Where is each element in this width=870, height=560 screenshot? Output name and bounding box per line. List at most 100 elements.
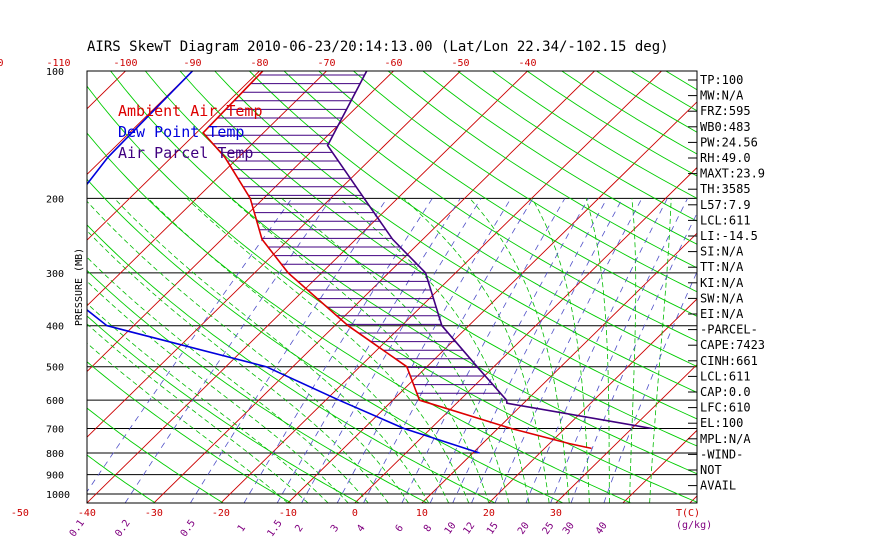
bottom-temp-tick-label: 0 — [352, 508, 358, 519]
bottom-temp-tick-label: 30 — [550, 508, 562, 519]
mixing-ratio-label: 30 — [561, 520, 577, 536]
mixing-ratio-label: 3 — [329, 523, 341, 534]
dry-adiabat-line — [144, 71, 697, 447]
index-item: LCL:611 — [700, 369, 751, 383]
moist-adiabat-line — [339, 197, 530, 503]
mixing-ratio-label: 0.1 — [68, 518, 87, 539]
legend: Ambient Air Temp Dew Point Temp Air Parcel… — [118, 102, 263, 162]
moist-adiabat-line — [186, 198, 470, 503]
grid-lines — [87, 71, 870, 503]
pressure-tick-label: 700 — [46, 425, 64, 436]
dry-adiabat-line — [249, 71, 697, 368]
index-item: EL:100 — [700, 416, 743, 430]
moist-adiabat-line — [87, 256, 369, 503]
moist-adiabat-line — [531, 198, 590, 503]
index-item: KI:N/A — [700, 276, 744, 290]
bottom-temp-tick-label: -30 — [145, 508, 163, 519]
y-axis-label: PRESSURE (MB) — [74, 248, 85, 326]
bottom-temp-tick-label: -40 — [78, 508, 96, 519]
moist-adiabat-line — [147, 198, 450, 503]
moist-adiabat-line — [281, 197, 510, 503]
dry-adiabat-line — [87, 224, 496, 503]
mixing-ratio-label: 1 — [236, 523, 248, 534]
sounding-curves — [87, 71, 653, 454]
index-item: PW:24.56 — [700, 135, 758, 149]
axes: 1002003004005006007008009001000PRESSURE … — [0, 58, 712, 539]
mixing-ratio-line — [550, 198, 688, 503]
index-item: TH:3585 — [700, 182, 751, 196]
legend-entry: Air Parcel Temp — [118, 144, 253, 162]
mixing-ratio-label: 2 — [293, 523, 305, 534]
dry-adiabat-line — [422, 71, 697, 245]
isotherm-line — [87, 71, 327, 307]
top-temp-tick-label: -40 — [518, 58, 536, 69]
mixing-ratio-line — [243, 198, 433, 503]
dry-adiabat-line — [110, 71, 697, 475]
bottom-temp-tick-label: 20 — [483, 508, 495, 519]
bottom-temp-tick-label: -20 — [212, 508, 230, 519]
isotherm-line — [555, 363, 697, 503]
mixing-ratio-label: 1.5 — [265, 518, 284, 539]
dry-adiabat-line — [387, 71, 697, 269]
bottom-temp-tick-label: -50 — [11, 508, 29, 519]
mixing-ratio-label: 0.5 — [179, 518, 198, 539]
mixing-ratio-line — [336, 198, 512, 503]
moist-adiabat-line — [87, 342, 289, 503]
cape-hatching — [205, 74, 501, 394]
moist-adiabat-line — [87, 280, 349, 503]
bottom-temp-tick-label: -10 — [279, 508, 297, 519]
moist-adiabat-line — [585, 198, 610, 503]
isotherm-line — [354, 166, 697, 503]
dry-adiabat-line — [87, 269, 428, 503]
moist-adiabat-line — [87, 200, 409, 503]
mixing-ratio-label: 4 — [355, 523, 367, 534]
index-item: SI:N/A — [700, 245, 744, 259]
index-item: AVAIL — [700, 479, 736, 493]
index-item: EI:N/A — [700, 307, 744, 321]
mixing-ratio-line — [87, 198, 293, 493]
bottom-temp-tick-label: 10 — [416, 508, 428, 519]
moist-adiabat-line — [649, 198, 672, 503]
bottom-axis-label: T(C) — [676, 508, 700, 519]
index-item: -PARCEL- — [700, 323, 758, 337]
index-item: CAP:0.0 — [700, 385, 751, 399]
dry-adiabat-line — [353, 71, 697, 293]
mixing-ratio-label: 25 — [541, 520, 557, 536]
mixing-ratio-line — [363, 198, 534, 503]
dry-adiabat-line — [87, 315, 360, 503]
moist-adiabat-line — [87, 302, 329, 503]
index-item: L57:7.9 — [700, 198, 751, 212]
index-item: MAXT:23.9 — [700, 167, 765, 181]
isotherm-line — [421, 232, 697, 503]
dry-adiabat-line — [87, 178, 564, 503]
pressure-tick-label: 1000 — [46, 490, 70, 501]
index-item: NOT — [700, 463, 722, 477]
index-item: WB0:483 — [700, 120, 751, 134]
mixing-ratio-line — [452, 198, 608, 503]
mixing-ratio-label: 6 — [394, 523, 406, 534]
dry-adiabat-line — [457, 71, 697, 222]
top-temp-tick-label: -110 — [46, 58, 70, 69]
dew-point-curve — [87, 71, 480, 454]
pressure-tick-label: 200 — [46, 194, 64, 205]
mixing-ratio-label: 20 — [516, 520, 532, 536]
dry-adiabat-line — [87, 407, 224, 503]
mixing-ratio-line — [570, 212, 697, 503]
mixing-ratio-label: 40 — [594, 520, 610, 536]
chart-title: AIRS SkewT Diagram 2010-06-23/20:14:13.0… — [87, 39, 669, 55]
mixing-ratio-label: 10 — [443, 520, 459, 536]
index-item: FRZ:595 — [700, 104, 751, 118]
pressure-tick-label: 500 — [46, 363, 64, 374]
pressure-tick-label: 600 — [46, 396, 64, 407]
dry-adiabat-line — [87, 85, 697, 503]
parcel-temp-curve — [326, 71, 653, 430]
isotherm-line — [757, 71, 870, 503]
pressure-tick-label: 100 — [46, 67, 64, 78]
isotherm-line — [153, 71, 595, 503]
top-temp-tick-label: -100 — [113, 58, 137, 69]
mixing-ratio-unit: (g/kg) — [676, 520, 712, 531]
legend-entry: Dew Point Temp — [118, 123, 244, 141]
pressure-tick-label: 900 — [46, 471, 64, 482]
